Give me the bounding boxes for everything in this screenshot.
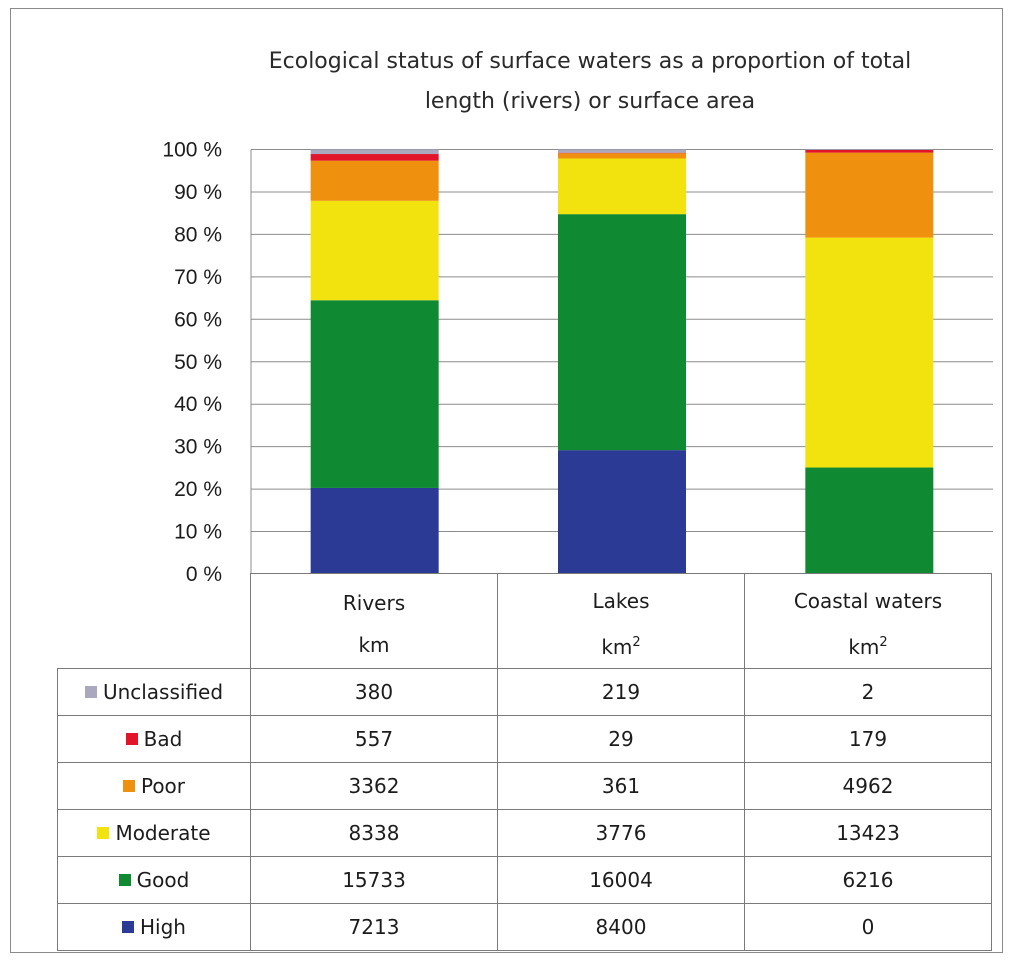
y-tick-label: 10 % — [174, 521, 222, 544]
data-cell: 219 — [497, 668, 745, 716]
unit-label: km — [358, 633, 390, 657]
unit-label: km2 — [848, 635, 888, 659]
bar-segment-coastal-waters-unclassified — [805, 149, 934, 150]
chart-title-line-2: length (rivers) or surface area — [424, 89, 756, 114]
table-header-row: Rivers km Lakes km2 Coastal waters km2 — [57, 573, 992, 669]
data-cell: 16004 — [497, 856, 745, 904]
bar-segment-lakes-moderate — [558, 158, 686, 215]
y-tick-label: 70 % — [174, 266, 222, 289]
y-tick-label: 80 % — [174, 223, 222, 246]
data-cell: 2 — [744, 668, 992, 716]
data-cell: 3362 — [250, 762, 498, 810]
y-tick-label: 40 % — [174, 393, 222, 416]
data-cell: 13423 — [744, 809, 992, 857]
chart-title: Ecological status of surface waters as a… — [180, 42, 1000, 122]
unit-label: km2 — [601, 635, 641, 659]
legend-label: Poor — [140, 774, 186, 798]
bar-segment-lakes-unclassified — [558, 149, 686, 153]
legend-entry-unclassified: Unclassified — [57, 668, 251, 716]
legend-entry-high: High — [57, 903, 251, 951]
legend-label: Good — [136, 868, 190, 892]
bar-segment-lakes-good — [558, 214, 686, 451]
chart-frame — [10, 8, 1003, 953]
table-row: Unclassified 380 219 2 — [57, 668, 992, 716]
y-tick-label: 90 % — [174, 181, 222, 204]
table-corner — [57, 573, 251, 669]
legend-entry-poor: Poor — [57, 762, 251, 810]
y-tick-label: 30 % — [174, 436, 222, 459]
data-cell: 8400 — [497, 903, 745, 951]
legend-swatch — [97, 827, 110, 839]
y-tick-label: 50 % — [174, 351, 222, 374]
unit-superscript: 2 — [879, 635, 888, 650]
bar-segment-rivers-poor — [310, 160, 439, 201]
data-cell: 380 — [250, 668, 498, 716]
y-tick-label: 60 % — [174, 308, 222, 331]
chart-title-line-1: Ecological status of surface waters as a… — [268, 49, 912, 74]
table-row: High 7213 8400 0 — [57, 903, 992, 951]
data-cell: 0 — [744, 903, 992, 951]
table-row: Bad 557 29 179 — [57, 715, 992, 763]
data-cell: 29 — [497, 715, 745, 763]
y-tick-label: 20 % — [174, 478, 222, 501]
legend-entry-good: Good — [57, 856, 251, 904]
bar-segment-rivers-high — [310, 487, 439, 574]
category-label: Lakes — [592, 589, 650, 613]
data-cell: 4962 — [744, 762, 992, 810]
bar-segment-coastal-waters-bad — [805, 149, 934, 153]
legend-label: Bad — [143, 727, 183, 751]
column-header-rivers: Rivers km — [250, 573, 498, 669]
legend-label: High — [140, 915, 186, 939]
table-row: Moderate 8338 3776 13423 — [57, 809, 992, 857]
column-header-coastal-waters: Coastal waters km2 — [744, 573, 992, 669]
legend-swatch — [125, 733, 138, 745]
bar-segment-coastal-waters-moderate — [805, 237, 934, 468]
bar-segment-rivers-bad — [310, 154, 439, 161]
bar-segment-rivers-good — [310, 300, 439, 488]
bar-segment-coastal-waters-good — [805, 467, 934, 574]
legend-swatch — [122, 921, 135, 933]
bar-segment-lakes-bad — [558, 152, 686, 154]
bar-segment-lakes-poor — [558, 153, 686, 159]
legend-entry-bad: Bad — [57, 715, 251, 763]
data-cell: 8338 — [250, 809, 498, 857]
legend-swatch — [118, 874, 131, 886]
legend-swatch — [122, 780, 135, 792]
data-cell: 6216 — [744, 856, 992, 904]
legend-label: Unclassified — [102, 680, 224, 704]
bar-segment-lakes-high — [558, 450, 686, 574]
y-tick-label: 100 % — [162, 139, 222, 162]
bar-segment-rivers-moderate — [310, 200, 439, 301]
data-cell: 7213 — [250, 903, 498, 951]
category-label: Rivers — [342, 591, 406, 615]
bar-segment-rivers-unclassified — [310, 149, 439, 155]
legend-label: Moderate — [115, 821, 211, 845]
unit-superscript: 2 — [632, 635, 641, 650]
data-cell: 15733 — [250, 856, 498, 904]
data-cell: 179 — [744, 715, 992, 763]
data-cell: 361 — [497, 762, 745, 810]
legend-swatch — [84, 686, 97, 698]
data-cell: 557 — [250, 715, 498, 763]
category-label: Coastal waters — [793, 589, 943, 613]
data-cell: 3776 — [497, 809, 745, 857]
legend-entry-moderate: Moderate — [57, 809, 251, 857]
table-body: Unclassified 380 219 2 Bad 557 29 179 Poor 3362 36… — [57, 668, 992, 951]
data-table: Rivers km Lakes km2 Coastal waters km2 Unclas… — [57, 573, 992, 951]
bar-segment-coastal-waters-poor — [805, 152, 934, 238]
table-row: Good 15733 16004 6216 — [57, 856, 992, 904]
column-header-lakes: Lakes km2 — [497, 573, 745, 669]
table-row: Poor 3362 361 4962 — [57, 762, 992, 810]
